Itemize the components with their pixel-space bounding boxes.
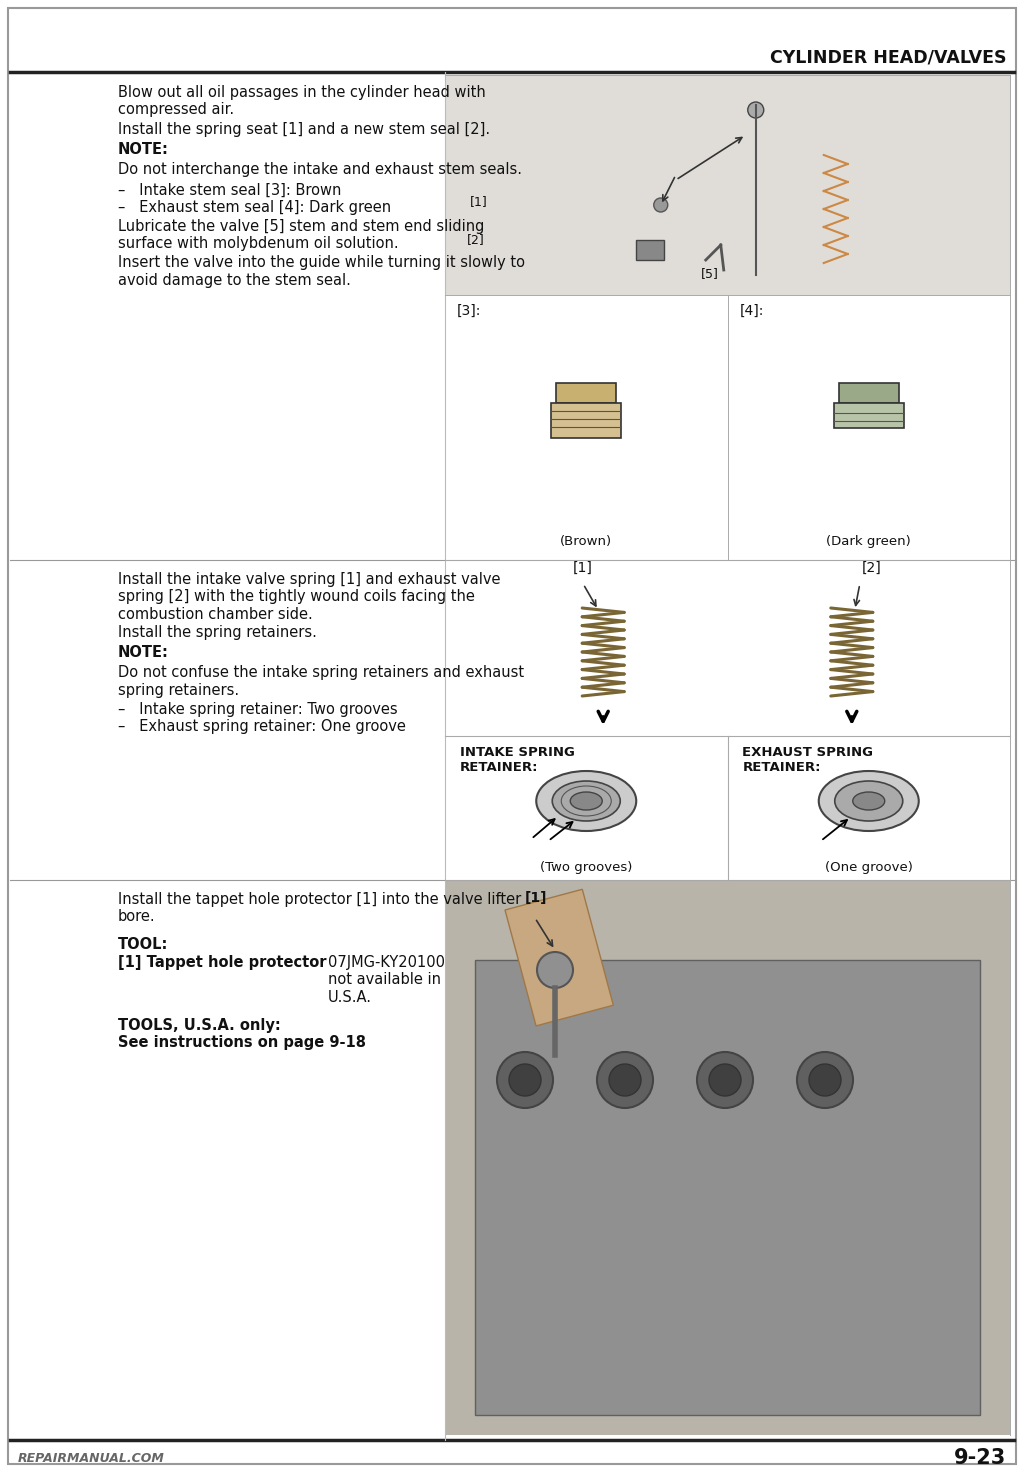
Text: 07JMG-KY20100
not available in
U.S.A.: 07JMG-KY20100 not available in U.S.A. xyxy=(328,955,445,1004)
Circle shape xyxy=(697,1052,753,1108)
Text: REPAIRMANUAL.COM: REPAIRMANUAL.COM xyxy=(18,1451,165,1465)
Text: [1]: [1] xyxy=(573,561,593,576)
Text: CYLINDER HEAD/VALVES: CYLINDER HEAD/VALVES xyxy=(769,49,1006,68)
Text: TOOL:: TOOL: xyxy=(118,936,168,951)
Text: [3]:: [3]: xyxy=(457,305,481,318)
Circle shape xyxy=(597,1052,653,1108)
Circle shape xyxy=(509,1064,541,1097)
Ellipse shape xyxy=(835,782,903,821)
Ellipse shape xyxy=(537,771,636,832)
Circle shape xyxy=(797,1052,853,1108)
Circle shape xyxy=(809,1064,841,1097)
Circle shape xyxy=(653,199,668,212)
Text: (Brown): (Brown) xyxy=(560,536,612,549)
Text: NOTE:: NOTE: xyxy=(118,645,169,659)
Text: Install the intake valve spring [1] and exhaust valve
spring [2] with the tightl: Install the intake valve spring [1] and … xyxy=(118,573,501,621)
Text: [1] Tappet hole protector: [1] Tappet hole protector xyxy=(118,955,327,970)
Text: 9-23: 9-23 xyxy=(953,1448,1006,1468)
Bar xyxy=(551,403,622,439)
Text: (Two grooves): (Two grooves) xyxy=(540,861,633,874)
Bar xyxy=(839,383,899,403)
Text: Do not confuse the intake spring retainers and exhaust
spring retainers.: Do not confuse the intake spring retaine… xyxy=(118,665,524,698)
Bar xyxy=(445,880,1010,1435)
Ellipse shape xyxy=(570,792,602,810)
Text: [4]:: [4]: xyxy=(739,305,764,318)
Text: EXHAUST SPRING
RETAINER:: EXHAUST SPRING RETAINER: xyxy=(742,746,873,774)
Text: INTAKE SPRING
RETAINER:: INTAKE SPRING RETAINER: xyxy=(460,746,574,774)
Circle shape xyxy=(537,952,573,988)
Ellipse shape xyxy=(819,771,919,832)
Text: Do not interchange the intake and exhaust stem seals.: Do not interchange the intake and exhaus… xyxy=(118,162,522,177)
Text: [5]: [5] xyxy=(700,266,719,280)
Text: Insert the valve into the guide while turning it slowly to
avoid damage to the s: Insert the valve into the guide while tu… xyxy=(118,256,525,289)
Text: –   Intake spring retainer: Two grooves
–   Exhaust spring retainer: One groove: – Intake spring retainer: Two grooves – … xyxy=(118,702,406,735)
Bar xyxy=(834,403,904,428)
Text: NOTE:: NOTE: xyxy=(118,141,169,158)
Text: Install the spring retainers.: Install the spring retainers. xyxy=(118,624,316,640)
Text: [2]: [2] xyxy=(862,561,882,576)
Text: TOOLS, U.S.A. only:
See instructions on page 9-18: TOOLS, U.S.A. only: See instructions on … xyxy=(118,1017,366,1050)
Bar xyxy=(505,889,613,1026)
Circle shape xyxy=(748,102,764,118)
Circle shape xyxy=(709,1064,741,1097)
Circle shape xyxy=(497,1052,553,1108)
Text: Install the spring seat [1] and a new stem seal [2].: Install the spring seat [1] and a new st… xyxy=(118,122,490,137)
Text: (Dark green): (Dark green) xyxy=(826,536,911,549)
Text: [1]: [1] xyxy=(525,891,548,905)
Bar xyxy=(445,75,1010,294)
Text: Install the tappet hole protector [1] into the valve lifter
bore.: Install the tappet hole protector [1] in… xyxy=(118,892,521,924)
Text: Lubricate the valve [5] stem and stem end sliding
surface with molybdenum oil so: Lubricate the valve [5] stem and stem en… xyxy=(118,219,484,252)
Bar xyxy=(556,383,616,403)
Text: –   Intake stem seal [3]: Brown
–   Exhaust stem seal [4]: Dark green: – Intake stem seal [3]: Brown – Exhaust … xyxy=(118,183,391,215)
Ellipse shape xyxy=(552,782,621,821)
Text: [2]: [2] xyxy=(467,233,484,246)
Text: (One groove): (One groove) xyxy=(824,861,912,874)
Text: [1]: [1] xyxy=(470,194,487,208)
Text: Blow out all oil passages in the cylinder head with
compressed air.: Blow out all oil passages in the cylinde… xyxy=(118,85,485,118)
Ellipse shape xyxy=(853,792,885,810)
Circle shape xyxy=(609,1064,641,1097)
Bar xyxy=(636,240,664,261)
Bar xyxy=(475,960,980,1415)
